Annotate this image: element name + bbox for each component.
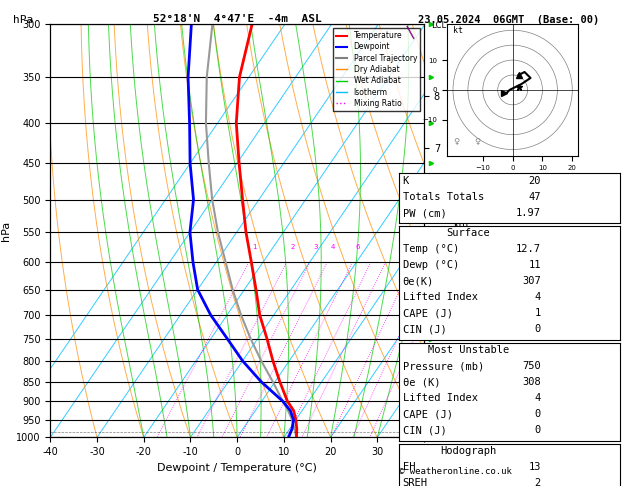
Text: 23.05.2024  06GMT  (Base: 00): 23.05.2024 06GMT (Base: 00) xyxy=(418,15,599,25)
Y-axis label: hPa: hPa xyxy=(1,221,11,241)
Text: Totals Totals: Totals Totals xyxy=(403,192,484,203)
X-axis label: Dewpoint / Temperature (°C): Dewpoint / Temperature (°C) xyxy=(157,463,317,473)
Text: ♀: ♀ xyxy=(474,137,480,146)
Text: 47: 47 xyxy=(528,192,541,203)
Text: ♀: ♀ xyxy=(453,137,459,146)
Text: 4: 4 xyxy=(535,393,541,403)
Text: Most Unstable: Most Unstable xyxy=(428,345,509,355)
Text: /: / xyxy=(403,24,420,41)
Text: CAPE (J): CAPE (J) xyxy=(403,308,452,318)
Text: SREH: SREH xyxy=(403,478,428,486)
Text: 2: 2 xyxy=(291,244,295,250)
Text: CAPE (J): CAPE (J) xyxy=(403,409,452,419)
Text: 750: 750 xyxy=(522,361,541,371)
Text: K: K xyxy=(403,176,409,187)
Text: Temp (°C): Temp (°C) xyxy=(403,244,459,254)
Text: Lifted Index: Lifted Index xyxy=(403,292,477,302)
Title: 52°18'N  4°47'E  -4m  ASL: 52°18'N 4°47'E -4m ASL xyxy=(153,14,321,23)
Text: 4: 4 xyxy=(331,244,335,250)
Text: 20: 20 xyxy=(528,176,541,187)
Text: 307: 307 xyxy=(522,276,541,286)
Text: 0: 0 xyxy=(535,409,541,419)
Text: LCL: LCL xyxy=(431,21,447,30)
Text: Surface: Surface xyxy=(447,228,491,238)
Text: θe(K): θe(K) xyxy=(403,276,434,286)
Text: Dewp (°C): Dewp (°C) xyxy=(403,260,459,270)
Text: 13: 13 xyxy=(528,462,541,472)
Text: 1: 1 xyxy=(253,244,257,250)
Text: 308: 308 xyxy=(522,377,541,387)
Text: CIN (J): CIN (J) xyxy=(403,425,447,435)
Text: Pressure (mb): Pressure (mb) xyxy=(403,361,484,371)
Text: 1: 1 xyxy=(535,308,541,318)
Text: hPa: hPa xyxy=(13,15,33,25)
Text: θe (K): θe (K) xyxy=(403,377,440,387)
Text: 4: 4 xyxy=(535,292,541,302)
Text: © weatheronline.co.uk: © weatheronline.co.uk xyxy=(399,467,512,476)
Text: 11: 11 xyxy=(528,260,541,270)
Text: 1.97: 1.97 xyxy=(516,208,541,219)
Text: 0: 0 xyxy=(535,425,541,435)
Text: 6: 6 xyxy=(356,244,360,250)
Text: 0: 0 xyxy=(535,324,541,334)
Text: 12.7: 12.7 xyxy=(516,244,541,254)
Text: Lifted Index: Lifted Index xyxy=(403,393,477,403)
Legend: Temperature, Dewpoint, Parcel Trajectory, Dry Adiabat, Wet Adiabat, Isotherm, Mi: Temperature, Dewpoint, Parcel Trajectory… xyxy=(333,28,420,111)
Y-axis label: km
ASL: km ASL xyxy=(452,220,470,242)
Text: EH: EH xyxy=(403,462,415,472)
Text: 2: 2 xyxy=(535,478,541,486)
Text: CIN (J): CIN (J) xyxy=(403,324,447,334)
Text: Hodograph: Hodograph xyxy=(440,446,497,456)
Text: PW (cm): PW (cm) xyxy=(403,208,447,219)
Text: 3: 3 xyxy=(314,244,318,250)
Text: kt: kt xyxy=(453,26,463,35)
